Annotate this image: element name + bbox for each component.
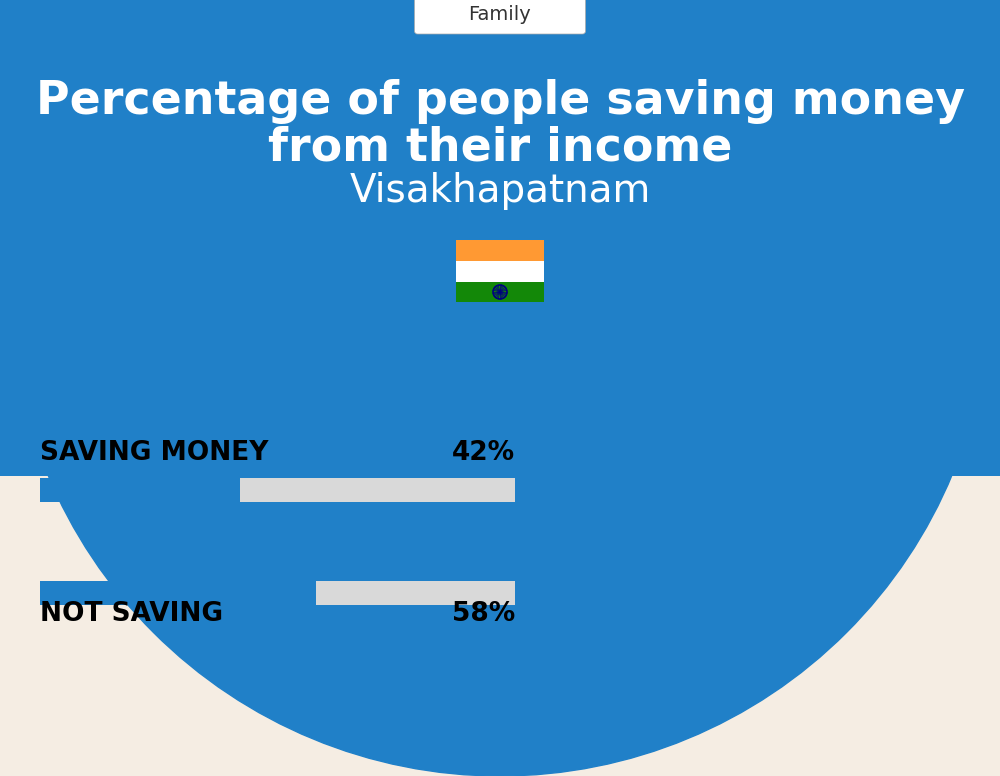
Bar bbox=[40, 478, 515, 502]
Text: SAVING MONEY: SAVING MONEY bbox=[40, 440, 268, 466]
Text: 58%: 58% bbox=[452, 601, 515, 627]
FancyBboxPatch shape bbox=[415, 0, 586, 34]
Text: from their income: from their income bbox=[268, 126, 732, 171]
Bar bbox=[456, 282, 544, 303]
Bar bbox=[456, 241, 544, 261]
Bar bbox=[40, 478, 240, 502]
Text: NOT SAVING: NOT SAVING bbox=[40, 601, 223, 627]
Bar bbox=[40, 581, 316, 605]
Text: Family: Family bbox=[469, 5, 531, 25]
Text: Visakhapatnam: Visakhapatnam bbox=[349, 172, 651, 210]
Circle shape bbox=[10, 0, 990, 776]
Bar bbox=[0, 0, 1000, 476]
Bar bbox=[40, 581, 515, 605]
Text: Percentage of people saving money: Percentage of people saving money bbox=[36, 78, 964, 123]
Bar bbox=[456, 261, 544, 282]
Text: 42%: 42% bbox=[452, 440, 515, 466]
